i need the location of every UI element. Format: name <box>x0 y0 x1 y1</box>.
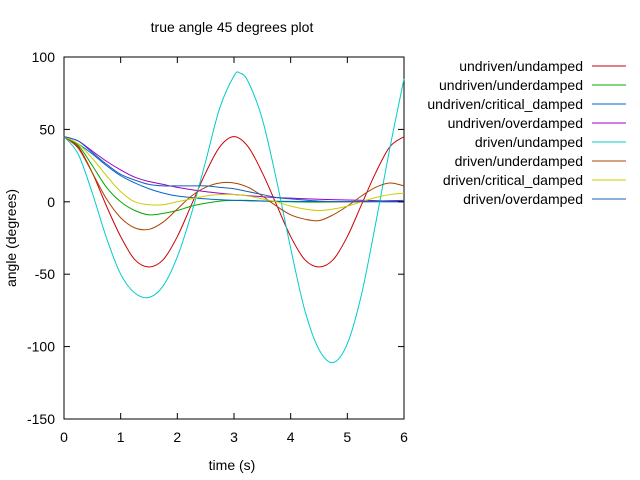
x-axis-ticks: 0 1 2 3 4 5 6 <box>60 57 408 445</box>
series-line-6 <box>63 136 405 231</box>
y-tick-label: -100 <box>27 339 55 355</box>
legend-label: undriven/underdamped <box>439 77 583 93</box>
series-line-1 <box>63 136 405 268</box>
x-tick-label: 4 <box>287 429 295 445</box>
legend-label: driven/underdamped <box>455 153 583 169</box>
series-line-3 <box>63 136 405 203</box>
series-line-8 <box>63 136 405 203</box>
legend-label: driven/undamped <box>475 134 583 150</box>
x-axis-label: time (s) <box>209 457 256 473</box>
y-tick-label: 100 <box>32 49 56 65</box>
x-tick-label: 6 <box>400 429 408 445</box>
legend-label: driven/critical_damped <box>443 172 583 188</box>
x-tick-label: 1 <box>117 429 125 445</box>
chart-title: true angle 45 degrees plot <box>151 19 314 35</box>
x-tick-label: 0 <box>60 429 68 445</box>
legend-label: driven/overdamped <box>463 191 583 207</box>
y-axis-ticks: -150 -100 -50 0 50 100 <box>27 49 404 427</box>
legend: undriven/undamped undriven/underdamped und… <box>427 58 626 207</box>
y-tick-label: -50 <box>35 266 55 282</box>
legend-label: undriven/overdamped <box>448 115 583 131</box>
y-axis-label: angle (degrees) <box>3 189 19 287</box>
series-line-5 <box>63 71 405 364</box>
x-tick-label: 3 <box>230 429 238 445</box>
x-tick-label: 5 <box>343 429 351 445</box>
y-tick-label: 0 <box>47 194 55 210</box>
legend-label: undriven/critical_damped <box>427 96 583 112</box>
plot-frame <box>63 56 405 420</box>
series-line-2 <box>63 136 405 216</box>
y-tick-label: 50 <box>39 121 55 137</box>
series-line-4 <box>63 136 405 203</box>
legend-label: undriven/undamped <box>459 58 583 74</box>
y-tick-label: -150 <box>27 411 55 427</box>
series-curves <box>63 71 405 364</box>
series-line-7 <box>63 136 405 211</box>
x-tick-label: 2 <box>173 429 181 445</box>
